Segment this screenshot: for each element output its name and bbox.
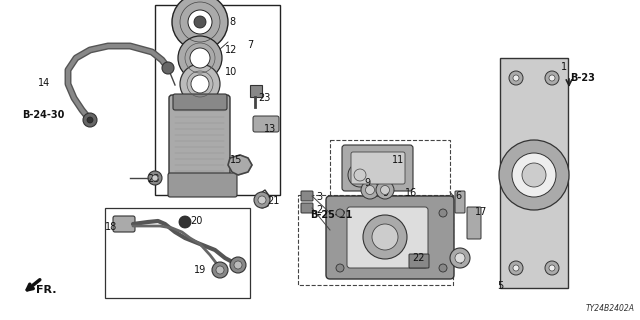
Circle shape	[230, 257, 246, 273]
Text: 6: 6	[455, 191, 461, 201]
Circle shape	[361, 181, 379, 199]
Circle shape	[336, 264, 344, 272]
Text: 16: 16	[405, 188, 417, 198]
Circle shape	[190, 48, 210, 68]
Circle shape	[545, 71, 559, 85]
Circle shape	[549, 265, 555, 271]
Circle shape	[376, 181, 394, 199]
Bar	[155, 5, 280, 195]
Circle shape	[178, 36, 222, 80]
Bar	[298, 195, 453, 285]
Circle shape	[372, 224, 398, 250]
Circle shape	[179, 216, 191, 228]
Circle shape	[348, 163, 372, 187]
Circle shape	[83, 113, 97, 127]
Text: B-24-30: B-24-30	[22, 110, 65, 120]
Text: 11: 11	[392, 155, 404, 165]
Circle shape	[381, 186, 390, 195]
FancyBboxPatch shape	[168, 173, 237, 197]
Circle shape	[450, 248, 470, 268]
Circle shape	[549, 75, 555, 81]
FancyBboxPatch shape	[347, 207, 428, 268]
Circle shape	[254, 192, 270, 208]
Text: FR.: FR.	[36, 285, 56, 295]
FancyBboxPatch shape	[455, 191, 465, 213]
Text: B-25-21: B-25-21	[310, 210, 353, 220]
Polygon shape	[228, 155, 252, 175]
FancyBboxPatch shape	[409, 254, 429, 268]
Bar	[105, 208, 250, 298]
Text: 5: 5	[497, 281, 503, 291]
Circle shape	[499, 140, 569, 210]
Circle shape	[180, 64, 220, 104]
Circle shape	[172, 0, 228, 50]
Text: 8: 8	[229, 17, 235, 27]
Circle shape	[455, 253, 465, 263]
Circle shape	[234, 261, 242, 269]
Circle shape	[545, 261, 559, 275]
Bar	[330, 140, 450, 230]
Circle shape	[363, 215, 407, 259]
Circle shape	[152, 175, 158, 181]
FancyBboxPatch shape	[301, 191, 313, 201]
Text: 1: 1	[561, 62, 567, 72]
Text: 2: 2	[316, 205, 323, 215]
Text: 9: 9	[382, 188, 388, 198]
Circle shape	[509, 71, 523, 85]
Text: 14: 14	[38, 78, 51, 88]
Text: 19: 19	[194, 265, 206, 275]
FancyBboxPatch shape	[253, 116, 279, 132]
Text: 17: 17	[475, 207, 488, 217]
Circle shape	[513, 75, 519, 81]
Text: 13: 13	[264, 124, 276, 134]
Text: 22: 22	[412, 253, 424, 263]
FancyBboxPatch shape	[326, 196, 454, 279]
FancyBboxPatch shape	[500, 58, 568, 288]
Text: 12: 12	[225, 45, 237, 55]
Circle shape	[188, 10, 212, 34]
FancyBboxPatch shape	[301, 203, 313, 213]
Circle shape	[439, 209, 447, 217]
Circle shape	[87, 117, 93, 123]
Circle shape	[212, 262, 228, 278]
Text: 9: 9	[364, 178, 370, 188]
FancyBboxPatch shape	[250, 85, 262, 97]
Circle shape	[148, 171, 162, 185]
Text: 23: 23	[258, 93, 270, 103]
Circle shape	[512, 153, 556, 197]
Circle shape	[258, 196, 266, 204]
Circle shape	[365, 186, 374, 195]
Circle shape	[162, 62, 174, 74]
Circle shape	[194, 16, 206, 28]
Text: 4: 4	[457, 256, 463, 266]
Text: B-23: B-23	[570, 73, 595, 83]
Text: 21: 21	[267, 196, 280, 206]
FancyBboxPatch shape	[173, 94, 227, 110]
FancyBboxPatch shape	[351, 152, 405, 184]
Circle shape	[216, 266, 224, 274]
Text: 10: 10	[225, 67, 237, 77]
Text: TY24B2402A: TY24B2402A	[586, 304, 635, 313]
Circle shape	[513, 265, 519, 271]
Circle shape	[191, 75, 209, 93]
FancyBboxPatch shape	[113, 216, 135, 232]
Text: 7: 7	[247, 40, 253, 50]
FancyBboxPatch shape	[169, 95, 230, 181]
Text: 3: 3	[316, 192, 322, 202]
Text: 20: 20	[190, 216, 202, 226]
Text: 15: 15	[230, 155, 243, 165]
Circle shape	[509, 261, 523, 275]
Circle shape	[522, 163, 546, 187]
Circle shape	[336, 209, 344, 217]
FancyBboxPatch shape	[342, 145, 413, 191]
Circle shape	[354, 169, 366, 181]
Text: 23: 23	[147, 174, 159, 184]
Text: 18: 18	[105, 222, 117, 232]
FancyBboxPatch shape	[467, 207, 481, 239]
Circle shape	[439, 264, 447, 272]
